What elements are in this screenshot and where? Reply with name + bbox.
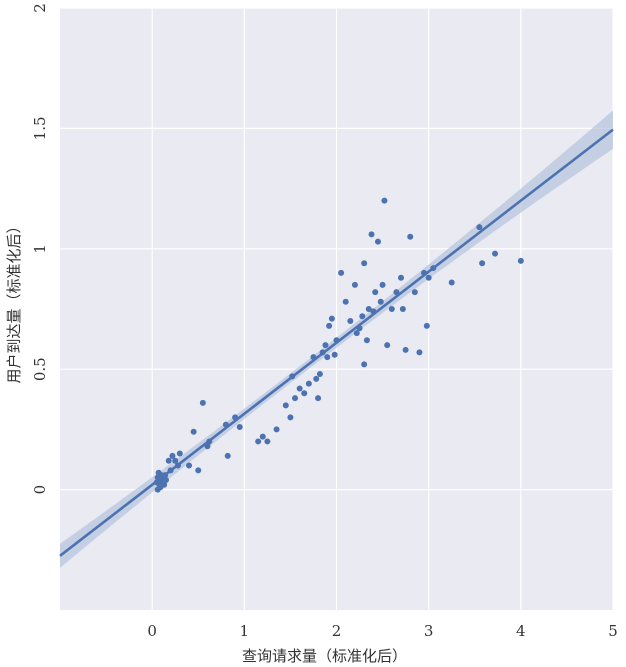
data-point-21 [190, 428, 197, 435]
data-point-23 [199, 399, 206, 406]
data-point-48 [326, 322, 333, 329]
data-point-10 [154, 486, 161, 493]
data-point-16 [172, 457, 179, 464]
data-point-40 [305, 380, 312, 387]
data-point-43 [315, 395, 322, 402]
data-point-65 [372, 289, 379, 296]
data-point-55 [351, 281, 358, 288]
data-point-81 [425, 274, 432, 281]
data-point-60 [361, 361, 368, 368]
data-point-77 [411, 289, 418, 296]
data-point-84 [476, 224, 483, 231]
x-tick-label: 0 [147, 622, 157, 640]
data-point-9 [161, 481, 168, 488]
y-tick-label: 0.5 [31, 357, 49, 381]
x-tick-label: 5 [608, 622, 618, 640]
grid-lines [60, 7, 614, 610]
data-point-37 [292, 395, 299, 402]
data-point-61 [363, 337, 370, 344]
data-point-25 [206, 438, 213, 445]
data-point-70 [384, 342, 391, 349]
data-point-12 [162, 472, 169, 479]
data-point-66 [374, 238, 381, 245]
data-point-78 [416, 349, 423, 356]
data-point-36 [289, 373, 296, 380]
x-axis-title: 查询请求量（标准化后） [242, 647, 407, 665]
data-point-44 [316, 371, 323, 378]
data-point-54 [347, 318, 354, 325]
data-point-19 [165, 457, 172, 464]
data-point-76 [407, 233, 414, 240]
data-point-56 [353, 330, 360, 337]
data-point-20 [186, 462, 193, 469]
data-point-29 [236, 423, 243, 430]
data-point-57 [356, 325, 363, 332]
data-point-58 [359, 313, 366, 320]
data-point-47 [324, 354, 331, 361]
data-point-75 [402, 346, 409, 353]
data-point-72 [393, 289, 400, 296]
data-point-39 [301, 390, 308, 397]
y-axis-title: 用户到达量（标准化后） [5, 218, 23, 383]
data-point-67 [377, 298, 384, 305]
data-point-53 [342, 298, 349, 305]
data-point-24 [204, 443, 211, 450]
data-point-11 [162, 476, 169, 483]
y-tick-label: 2 [31, 3, 49, 13]
data-point-26 [222, 421, 229, 428]
data-point-80 [423, 322, 430, 329]
data-point-34 [282, 402, 289, 409]
data-point-62 [365, 306, 372, 312]
data-point-28 [232, 414, 239, 421]
data-point-35 [287, 414, 294, 421]
data-point-31 [259, 433, 266, 440]
y-tick-label: 0 [31, 485, 49, 495]
data-point-33 [273, 426, 280, 433]
data-point-27 [224, 452, 231, 459]
data-point-68 [379, 281, 386, 288]
data-points [153, 197, 524, 493]
data-point-52 [338, 269, 345, 276]
data-point-87 [517, 257, 524, 264]
data-point-69 [381, 197, 388, 204]
data-point-15 [169, 452, 176, 459]
data-point-79 [421, 269, 428, 276]
x-tick-label: 4 [516, 622, 526, 640]
data-point-74 [399, 306, 406, 312]
y-tick-label: 1 [31, 244, 49, 254]
data-point-73 [398, 274, 405, 281]
data-point-71 [388, 306, 395, 312]
data-point-46 [322, 342, 329, 349]
data-point-38 [296, 385, 303, 392]
data-point-41 [310, 354, 317, 361]
data-point-63 [368, 231, 375, 238]
data-point-13 [156, 474, 163, 481]
data-point-45 [319, 349, 326, 356]
x-tick-label: 1 [240, 622, 250, 640]
data-point-83 [448, 279, 455, 286]
data-point-32 [264, 438, 271, 445]
x-tick-label: 2 [332, 622, 342, 640]
data-point-51 [333, 337, 340, 344]
data-point-6 [155, 469, 162, 476]
y-tick-labels: 0 0.5 1 1.5 2 [31, 3, 49, 494]
data-point-49 [328, 315, 335, 322]
data-point-18 [176, 450, 183, 457]
data-point-64 [370, 308, 377, 315]
x-tick-label: 3 [424, 622, 434, 640]
data-point-17 [174, 462, 181, 469]
data-point-50 [331, 351, 338, 358]
y-tick-label: 1.5 [31, 116, 49, 140]
data-point-82 [430, 265, 437, 272]
data-point-85 [479, 260, 486, 267]
data-point-42 [313, 375, 320, 382]
data-point-22 [195, 467, 202, 474]
data-point-59 [361, 260, 368, 267]
data-point-86 [492, 250, 499, 257]
data-point-30 [255, 438, 262, 445]
x-tick-labels: 0 1 2 3 4 5 [147, 622, 617, 640]
data-point-14 [167, 467, 174, 474]
